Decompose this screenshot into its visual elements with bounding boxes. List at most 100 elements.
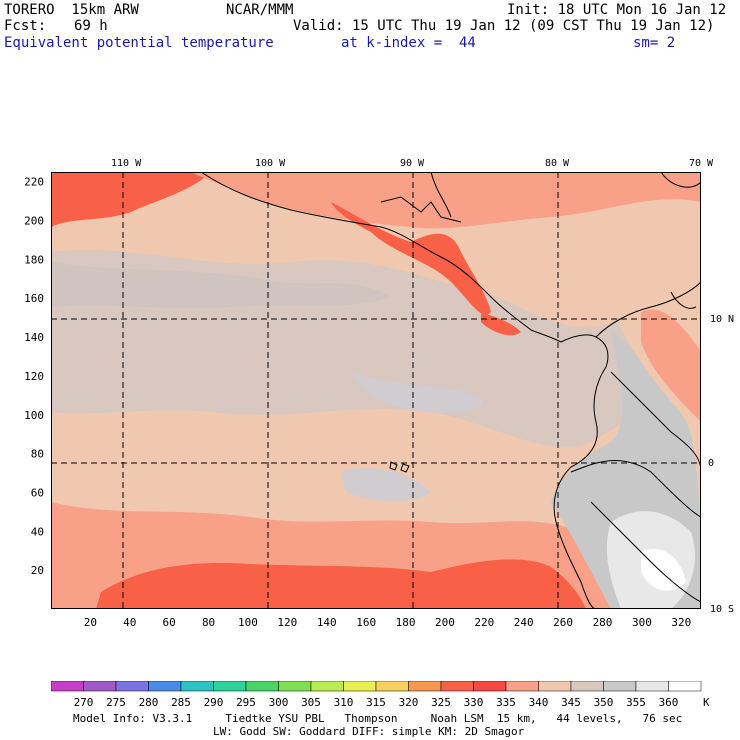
colorbar-level-label: 330 xyxy=(464,696,484,709)
field-region-345b xyxy=(51,262,391,309)
field-region-ne2 xyxy=(641,309,701,422)
y-tick-label: 120 xyxy=(24,370,44,383)
colorbar-level-label: 350 xyxy=(594,696,614,709)
colorbar-level-label: 360 xyxy=(659,696,679,709)
forecast-label: Fcst: xyxy=(4,18,47,34)
field-region-330n xyxy=(51,172,211,227)
y-tick-label: 60 xyxy=(31,486,44,499)
x-tick-label: 280 xyxy=(593,616,613,629)
colorbar-swatch xyxy=(245,681,279,692)
colorbar-level-label: 270 xyxy=(74,696,94,709)
colorbar-swatch xyxy=(343,681,377,692)
colorbar-swatch xyxy=(408,681,442,692)
physics-info: LW: Godd SW: Goddard DIFF: simple KM: 2D… xyxy=(213,725,525,738)
x-tick-label: 180 xyxy=(396,616,416,629)
colorbar-level-label: 280 xyxy=(139,696,159,709)
x-tick-label: 240 xyxy=(514,616,534,629)
y-tick-label: 80 xyxy=(31,448,44,461)
colorbar-swatch xyxy=(310,681,344,692)
lon-label-90w: 90 W xyxy=(400,158,425,169)
colorbar-level-label: 310 xyxy=(334,696,354,709)
x-tick-label: 220 xyxy=(474,616,494,629)
colorbar-level-label: 320 xyxy=(399,696,419,709)
colorbar-level-label: 290 xyxy=(204,696,224,709)
colorbar: 270 275 280 285 290 295 300 305 310 315 320 325 330 3… xyxy=(51,681,710,709)
field-region-330d xyxy=(481,312,521,336)
x-grid-ticks: 20 40 60 80 100 120 140 160 180 200 220 240 260 280 30… xyxy=(84,616,691,629)
colorbar-swatch xyxy=(278,681,312,692)
field-region-350 xyxy=(351,372,483,414)
lat-label-0: 0 xyxy=(708,458,714,469)
forecast-hour: 69 h xyxy=(74,18,108,34)
colorbar-swatch xyxy=(603,681,637,692)
lon-label-100w: 100 W xyxy=(255,158,286,169)
lon-label-70w: 70 W xyxy=(689,158,714,169)
x-tick-label: 160 xyxy=(356,616,376,629)
colorbar-swatch xyxy=(538,681,572,692)
theta-e-map xyxy=(51,172,701,609)
x-tick-label: 300 xyxy=(632,616,652,629)
colorbar-swatch xyxy=(570,681,604,692)
y-grid-ticks: 20 40 60 80 100 120 140 160 180 200 220 xyxy=(24,176,44,577)
coastlines xyxy=(200,172,701,609)
field-region-350b xyxy=(341,468,431,502)
colorbar-swatch xyxy=(635,681,669,692)
x-tick-label: 140 xyxy=(317,616,337,629)
x-tick-label: 120 xyxy=(277,616,297,629)
init-time: Init: 18 UTC Mon 16 Jan 12 xyxy=(507,2,727,18)
colorbar-level-label: 305 xyxy=(301,696,321,709)
colorbar-swatch xyxy=(148,681,182,692)
colorbar-level-label: 335 xyxy=(496,696,516,709)
lat-label-10s: 10 S xyxy=(710,604,734,615)
x-tick-label: 260 xyxy=(553,616,573,629)
colorbar-level-label: 340 xyxy=(529,696,549,709)
field-region-340n xyxy=(191,172,701,229)
colorbar-level-label: 285 xyxy=(171,696,191,709)
x-tick-label: 60 xyxy=(163,616,176,629)
x-tick-label: 20 xyxy=(84,616,97,629)
x-tick-label: 320 xyxy=(671,616,691,629)
colorbar-swatch xyxy=(473,681,507,692)
x-tick-label: 80 xyxy=(202,616,215,629)
y-tick-label: 180 xyxy=(24,253,44,266)
colorbar-level-label: 295 xyxy=(236,696,256,709)
smoothing-label: sm= 2 xyxy=(633,35,676,51)
colorbar-level-label: 325 xyxy=(431,696,451,709)
colorbar-unit-label: K xyxy=(703,696,710,709)
field-region-330c xyxy=(331,202,491,315)
colorbar-swatch xyxy=(115,681,149,692)
colorbar-swatch xyxy=(668,681,702,692)
y-tick-label: 40 xyxy=(31,525,44,538)
y-tick-label: 200 xyxy=(24,215,44,228)
colorbar-swatch xyxy=(51,681,84,692)
colorbar-swatch xyxy=(213,681,247,692)
lat-lon-grid xyxy=(51,172,701,609)
y-tick-label: 20 xyxy=(31,564,44,577)
colorbar-swatch xyxy=(440,681,474,692)
axis-labels: 110 W 100 W 90 W 80 W 70 W 10 N 0 10 S 2… xyxy=(24,158,734,629)
x-tick-label: 100 xyxy=(238,616,258,629)
colorbar-swatch xyxy=(375,681,409,692)
y-tick-label: 160 xyxy=(24,292,44,305)
colorbar-swatch xyxy=(505,681,539,692)
plot-frame xyxy=(51,172,701,609)
level-label: at k-index = 44 xyxy=(341,35,476,51)
organization: NCAR/MMM xyxy=(226,2,294,18)
model-name: TORERO 15km ARW xyxy=(4,2,139,18)
colorbar-swatch xyxy=(180,681,214,692)
valid-time: Valid: 15 UTC Thu 19 Jan 12 (09 CST Thu … xyxy=(293,18,715,34)
x-tick-label: 200 xyxy=(435,616,455,629)
field-title: Equivalent potential temperature xyxy=(4,35,274,51)
colorbar-level-label: 275 xyxy=(106,696,126,709)
y-tick-label: 140 xyxy=(24,331,44,344)
lat-label-10n: 10 N xyxy=(710,314,734,325)
lon-label-110w: 110 W xyxy=(111,158,142,169)
colorbar-level-label: 355 xyxy=(626,696,646,709)
x-tick-label: 40 xyxy=(123,616,136,629)
y-tick-label: 220 xyxy=(24,176,44,189)
field-region-330s xyxy=(96,559,586,609)
colorbar-level-label: 300 xyxy=(269,696,289,709)
colorbar-level-label: 345 xyxy=(561,696,581,709)
field-region-360 xyxy=(641,548,686,591)
colorbar-level-label: 315 xyxy=(366,696,386,709)
